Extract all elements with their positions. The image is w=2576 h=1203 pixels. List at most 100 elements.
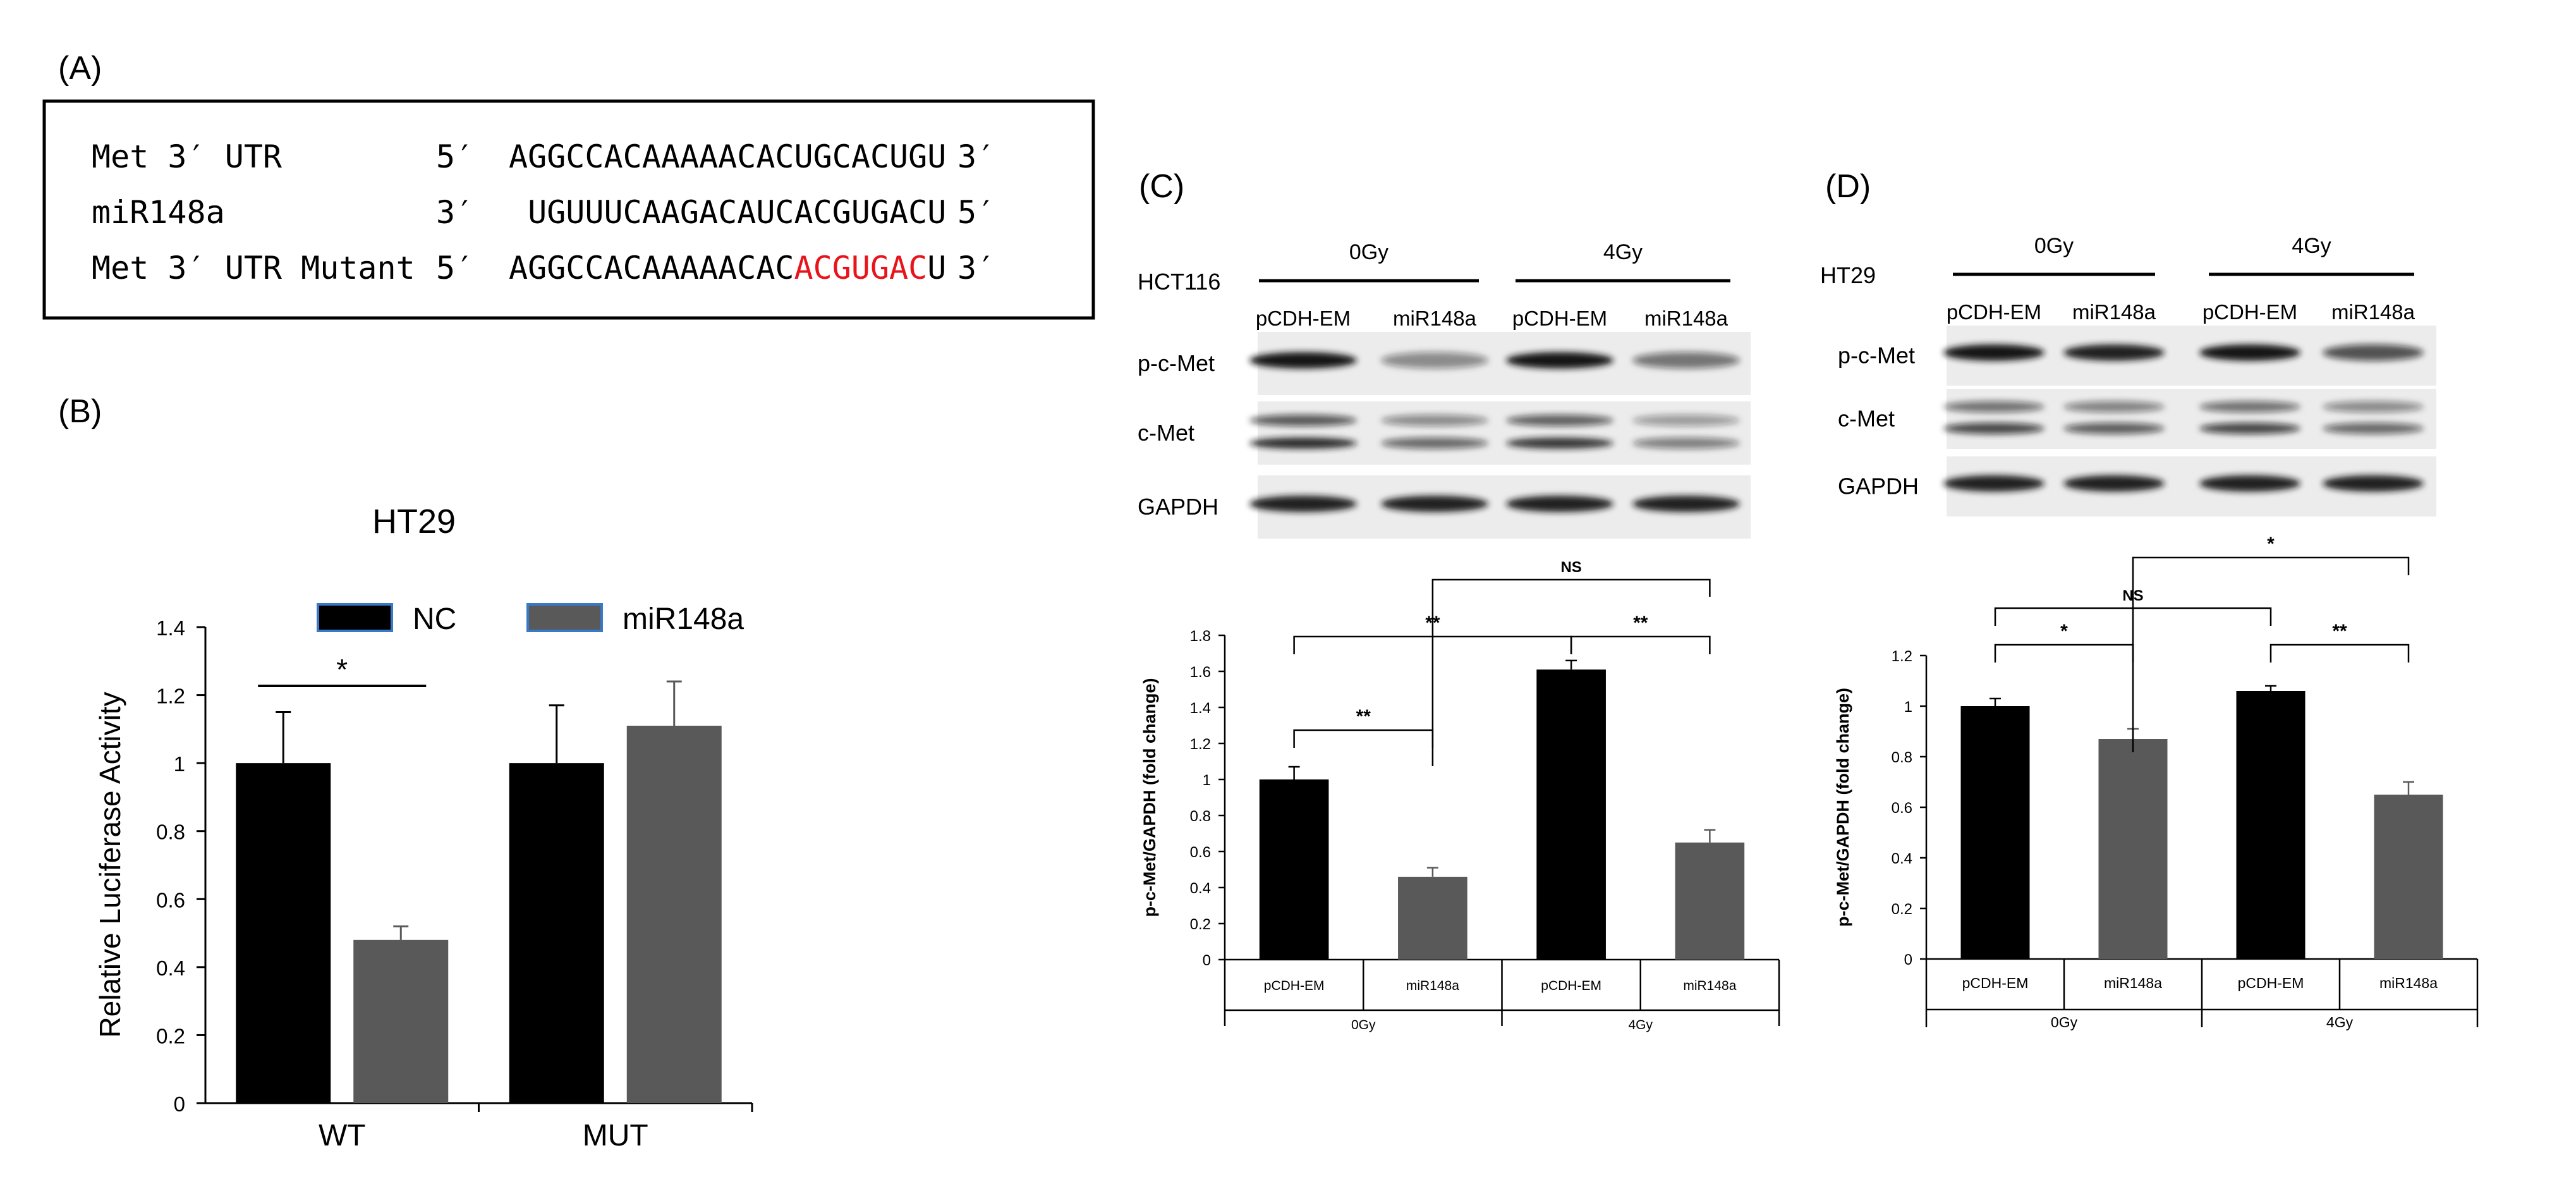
sequence-row-1: Met 3′ UTR 5′ AGGCCACAAAAACACUGCACUGU 3′ [92, 138, 995, 175]
western-blot-hct116: HCT116 0Gy 4Gy pCDH-EM miR148a pCDH-EM miR148a… [1138, 240, 1751, 539]
blot-band [1943, 422, 2044, 434]
x-tick-label: miR148a [1683, 979, 1736, 993]
blot-lane-label: pCDH-EM [1256, 307, 1351, 330]
bar-4gy-pcdh-em [2236, 691, 2306, 959]
x-tick-label: pCDH-EM [2238, 975, 2304, 991]
blot-lane-label: miR148a [2331, 300, 2415, 324]
bar-4gy-mir148a [1675, 842, 1745, 960]
bar-mut-nc [509, 763, 604, 1103]
y-tick-label: 0 [1904, 951, 1912, 968]
sequence-end-right: 3′ [957, 250, 995, 286]
sequence-part-end: U [927, 250, 946, 286]
x-tick-label: miR148a [1406, 979, 1459, 993]
sequence-end-left: 3′ [436, 194, 474, 231]
y-axis-label: Relative Luciferase Activity [94, 692, 126, 1037]
significance-label: * [2060, 621, 2068, 642]
blot-band [1381, 415, 1488, 426]
blot-band [1506, 496, 1613, 512]
significance-label: * [2267, 534, 2275, 554]
sequence-highlight: ACGUGAC [794, 250, 928, 286]
blot-band [2063, 401, 2165, 413]
y-tick-label: 0.6 [1190, 844, 1211, 861]
x-group-label: 0Gy [1351, 1018, 1376, 1032]
sequence-end-left: 5′ [436, 250, 474, 286]
legend-label: miR148a [623, 602, 744, 636]
legend-swatch [526, 603, 603, 632]
x-tick-label: miR148a [2379, 975, 2438, 991]
chart-hct116: 0 0.2 0.4 0.6 0.8 1 1.2 1.4 1.6 1.8 p-c-Met/GAPDH … [1140, 559, 1780, 1032]
bar-0gy-mir148a [2098, 739, 2168, 959]
y-tick-label: 0.2 [1190, 916, 1211, 933]
blot-band [1506, 415, 1613, 426]
x-tick-label: pCDH-EM [1541, 979, 1601, 993]
significance-label: ** [2332, 621, 2347, 642]
blot-band [1381, 496, 1488, 512]
blot-row-label: c-Met [1838, 406, 1895, 432]
sequence-label: Met 3′ UTR Mutant [92, 250, 415, 286]
blot-row-label: GAPDH [1838, 473, 1919, 499]
blot-band [2199, 422, 2300, 434]
sequence-end-right: 3′ [957, 138, 995, 175]
blot-band [1249, 352, 1357, 369]
y-tick-label: 0.8 [1892, 749, 1912, 766]
y-tick-label: 0.6 [1892, 800, 1912, 817]
y-tick-label: 0.4 [1892, 850, 1912, 867]
bar-wt-nc [236, 763, 331, 1103]
significance-bracket [1431, 578, 1711, 766]
blot-band [1249, 415, 1357, 426]
blot-strip [1258, 401, 1751, 465]
blot-band [1506, 437, 1613, 449]
legend-label: NC [413, 602, 456, 636]
sequence-text: UGUUUCAAGACAUCACGUGACU [509, 194, 946, 231]
blot-band [1632, 496, 1740, 512]
panel-label-c: (C) [1139, 168, 1184, 205]
blot-row-label: GAPDH [1138, 494, 1218, 520]
blot-group-header: 4Gy [2292, 234, 2331, 258]
chart-luciferase: HT29 NC miR148a 0 0.2 0.4 0.6 0.8 1 1.2 1.4 Relativ… [94, 503, 753, 1152]
chart-ht29: 0 0.2 0.4 0.6 0.8 1 1.2 p-c-Met/GAPDH (fold cha… [1833, 534, 2479, 1030]
bar-0gy-mir148a [1398, 876, 1467, 960]
x-tick-label: pCDH-EM [1264, 979, 1325, 993]
significance-label: NS [1560, 559, 1581, 576]
x-tick-label: WT [319, 1119, 366, 1152]
x-group-label: 4Gy [1628, 1018, 1653, 1032]
significance-label: ** [1633, 613, 1648, 633]
blot-band [1632, 437, 1740, 449]
y-axis-label: p-c-Met/GAPDH (fold change) [1833, 688, 1852, 927]
blot-row-label: p-c-Met [1838, 343, 1915, 369]
y-tick-label: 0 [174, 1092, 185, 1116]
y-tick-label: 1 [174, 752, 185, 776]
chart-title: HT29 [372, 503, 456, 540]
sequence-row-2: miR148a 3′ UGUUUCAAGACAUCACGUGACU 5′ [92, 194, 995, 231]
y-tick-label: 0 [1203, 952, 1211, 969]
x-tick-label: miR148a [2104, 975, 2162, 991]
blot-band [1381, 437, 1488, 449]
blot-band [2063, 344, 2165, 361]
blot-lane-label: miR148a [2072, 300, 2156, 324]
blot-band [1632, 352, 1740, 369]
panel-label-b: (B) [58, 393, 102, 430]
blot-band [2323, 475, 2424, 492]
sequence-end-right: 5′ [957, 194, 995, 231]
bar-mut-mir148a [626, 725, 722, 1103]
y-tick-label: 0.2 [156, 1024, 185, 1047]
y-tick-label: 1.6 [1190, 664, 1211, 681]
blot-band [1943, 401, 2044, 413]
panel-label-a: (A) [58, 50, 102, 87]
x-group-label: 0Gy [2051, 1014, 2078, 1030]
significance-bracket [1570, 635, 1711, 654]
blot-row-label: p-c-Met [1138, 350, 1215, 376]
blot-band [1943, 475, 2044, 492]
blot-band [1632, 415, 1740, 426]
blot-lane-label: miR148a [1644, 307, 1728, 330]
sequence-part: UGUUUCAAGACAUCACGUGACU [509, 194, 946, 231]
y-tick-label: 0.2 [1892, 901, 1912, 918]
y-tick-label: 0.8 [1190, 808, 1211, 825]
significance-bracket [1994, 644, 2134, 663]
y-axis-label: p-c-Met/GAPDH (fold change) [1140, 678, 1159, 917]
blot-band [2199, 475, 2300, 492]
y-tick-label: 0.4 [156, 956, 185, 980]
blot-band [1249, 496, 1357, 512]
blot-lane-label: pCDH-EM [1947, 300, 2041, 324]
sequence-part: AGGCCACAAAAACAC [509, 250, 794, 286]
